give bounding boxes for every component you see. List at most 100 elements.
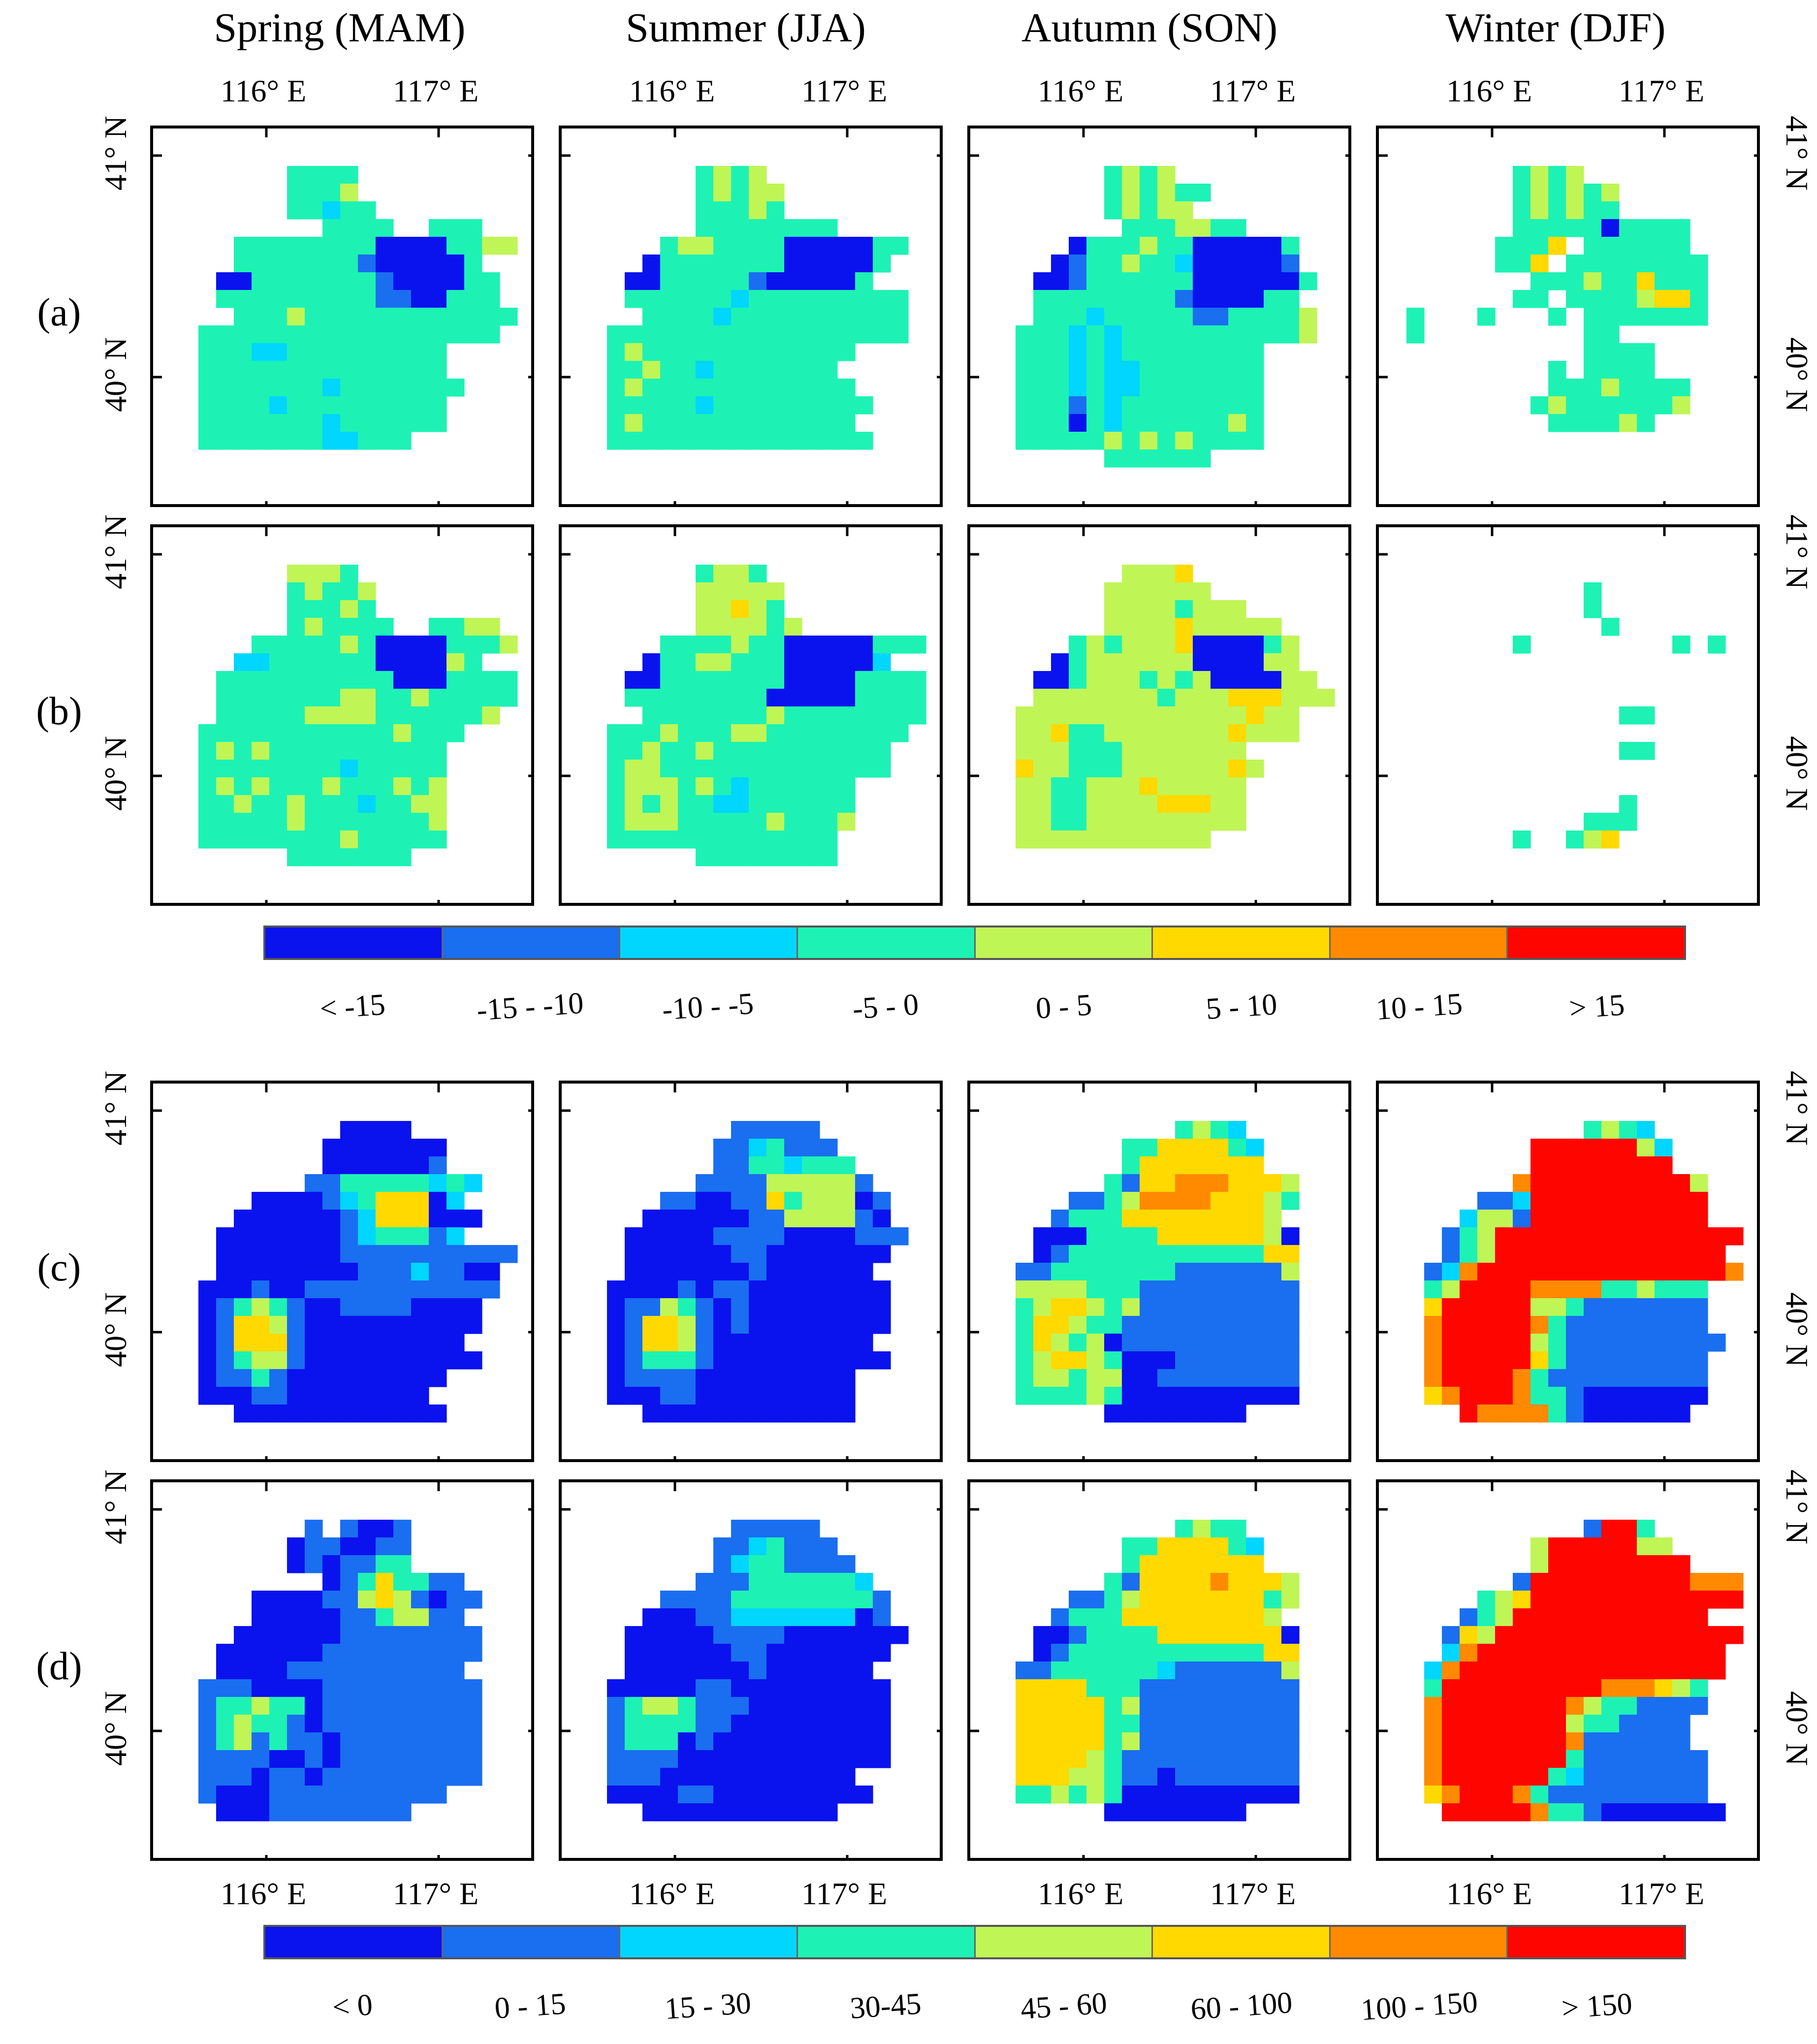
- grid-cell: [1246, 1732, 1264, 1751]
- grid-cell: [1193, 1786, 1211, 1804]
- grid-cell: [1175, 689, 1193, 707]
- grid-cell: [1530, 1679, 1549, 1697]
- grid-cell: [1672, 1679, 1690, 1697]
- grid-cell: [678, 361, 696, 379]
- grid-cell: [625, 777, 643, 796]
- grid-cell: [1708, 1803, 1726, 1821]
- grid-cell: [837, 636, 856, 654]
- grid-cell: [340, 1591, 358, 1609]
- grid-cell: [269, 308, 287, 326]
- grid-cell: [784, 1316, 802, 1334]
- grid-cell: [287, 201, 305, 220]
- grid-cell: [1122, 671, 1140, 689]
- grid-cell: [1122, 1280, 1140, 1299]
- grid-cell: [1069, 343, 1087, 361]
- grid-cell: [216, 830, 234, 849]
- grid-cell: [607, 325, 625, 344]
- grid-cell: [1655, 1803, 1673, 1821]
- grid-cell: [749, 1520, 767, 1538]
- grid-cell: [891, 724, 909, 742]
- grid-cell: [393, 432, 412, 450]
- grid-cell: [1655, 1174, 1673, 1192]
- grid-cell: [1104, 166, 1122, 184]
- grid-cell: [429, 325, 447, 344]
- grid-cell: [340, 1245, 358, 1263]
- grid-cell: [749, 1121, 767, 1139]
- grid-cell: [198, 1334, 217, 1352]
- grid-cell: [1672, 290, 1690, 308]
- grid-cell: [1530, 1139, 1549, 1157]
- grid-cell: [1140, 1697, 1158, 1715]
- grid-cell: [696, 414, 714, 432]
- grid-cell: [802, 379, 820, 397]
- grid-cell: [287, 1210, 305, 1228]
- grid-cell: [1584, 830, 1602, 849]
- grid-cell: [1086, 1626, 1105, 1644]
- grid-cell: [1264, 1573, 1282, 1591]
- grid-cell: [837, 1679, 856, 1697]
- grid-cell: [1548, 1573, 1566, 1591]
- grid-cell: [1264, 1227, 1282, 1246]
- season-title-summer: Summer (JJA): [524, 4, 967, 52]
- grid-cell: [1513, 1732, 1531, 1751]
- grid-cell: [1690, 1210, 1708, 1228]
- grid-cell: [1281, 1786, 1300, 1804]
- grid-cell: [1672, 1786, 1690, 1804]
- grid-cell: [1672, 1644, 1690, 1662]
- grid-cell: [393, 1280, 412, 1299]
- grid-cell: [1619, 813, 1637, 831]
- grid-cell: [287, 272, 305, 290]
- lat-tick-label-right: 40° N: [1779, 1655, 1815, 1802]
- grid-cell: [1690, 1174, 1708, 1192]
- grid-cell: [1104, 1174, 1122, 1192]
- grid-cell: [820, 1334, 838, 1352]
- grid-cell: [1246, 414, 1264, 432]
- grid-cell: [1601, 325, 1620, 344]
- grid-cell: [873, 724, 891, 742]
- grid-cell: [269, 1210, 287, 1228]
- grid-cell: [1442, 1661, 1460, 1680]
- grid-cell: [1513, 1298, 1531, 1316]
- grid-cell: [1460, 1405, 1478, 1423]
- grid-cell: [749, 1661, 767, 1680]
- grid-cell: [376, 1139, 394, 1157]
- grid-cell: [1264, 706, 1282, 725]
- grid-cell: [1086, 1263, 1105, 1281]
- grid-cell: [1246, 1316, 1264, 1334]
- grid-cell: [820, 1174, 838, 1192]
- grid-cell: [1193, 219, 1211, 237]
- grid-cell: [1193, 1263, 1211, 1281]
- grid-cell: [287, 1626, 305, 1644]
- grid-cell: [287, 237, 305, 255]
- grid-cell: [731, 414, 749, 432]
- grid-cell: [1140, 219, 1158, 237]
- grid-cell: [1051, 396, 1069, 415]
- grid-cell: [446, 237, 465, 255]
- grid-cell: [1122, 290, 1140, 308]
- grid-cell: [642, 1715, 661, 1733]
- grid-cell: [660, 1803, 678, 1821]
- grid-cell: [269, 1697, 287, 1715]
- grid-cell: [393, 1537, 412, 1556]
- grid-cell: [766, 830, 785, 849]
- grid-cell: [1495, 1732, 1513, 1751]
- grid-cell: [500, 636, 518, 654]
- grid-cell: [1086, 724, 1105, 742]
- grid-cell: [234, 1768, 252, 1786]
- grid-cell: [1584, 1263, 1602, 1281]
- grid-cell: [1530, 1768, 1549, 1786]
- grid-cell: [766, 1715, 785, 1733]
- grid-cell: [642, 813, 661, 831]
- grid-cell: [1211, 760, 1229, 778]
- grid-cell: [340, 777, 358, 796]
- grid-cell: [625, 1316, 643, 1334]
- grid-cell: [802, 1316, 820, 1334]
- grid-cell: [837, 813, 856, 831]
- map-panel-autumn-son-c: [967, 1081, 1351, 1462]
- grid-cell: [340, 1174, 358, 1192]
- grid-cell: [252, 1210, 270, 1228]
- grid-cell: [642, 255, 661, 273]
- grid-cell: [1584, 1679, 1602, 1697]
- grid-cell: [322, 671, 341, 689]
- grid-cell: [358, 777, 376, 796]
